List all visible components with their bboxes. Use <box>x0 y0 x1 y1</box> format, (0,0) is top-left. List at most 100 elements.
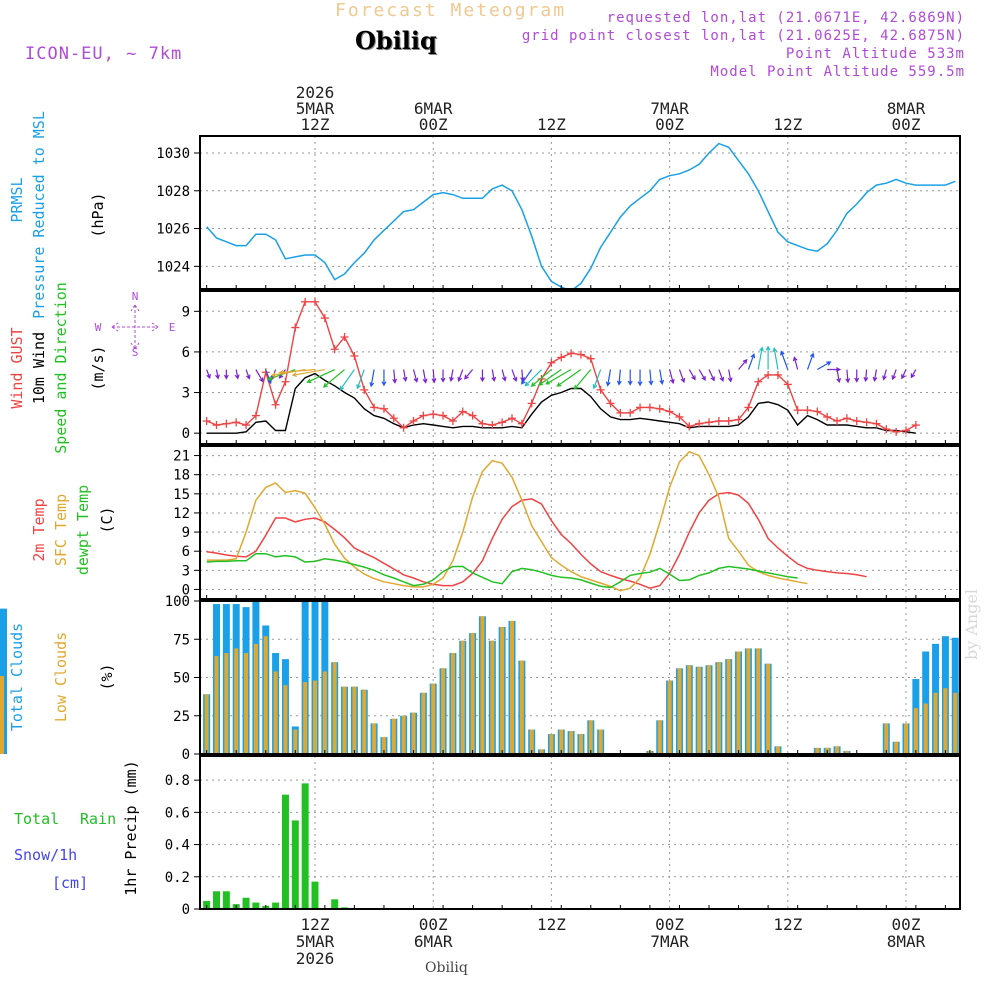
wind-arrow <box>648 369 654 386</box>
wind-arrow <box>234 369 240 380</box>
low-cloud-bar <box>263 636 268 754</box>
gust-marker <box>872 419 881 428</box>
wind-arrow <box>910 369 917 379</box>
precip-unit: 1hr Precip (mm) <box>122 760 140 895</box>
low-cloud-bar <box>519 660 524 754</box>
gust-marker <box>655 404 664 413</box>
wind-arrow <box>322 369 345 388</box>
gust-marker <box>517 419 526 428</box>
temp-unit: (C) <box>98 506 116 533</box>
low-cloud-bar <box>372 723 377 754</box>
low-cloud-bar <box>510 620 514 754</box>
cloud-unit: (%) <box>98 663 116 690</box>
gust-marker <box>665 407 674 416</box>
pressure-label-2: Pressure Reduced to MSL <box>30 111 48 319</box>
dewpt-line <box>206 552 798 589</box>
wind-arrow <box>669 369 675 385</box>
bottom-time-label: 00Z <box>655 915 684 934</box>
low-cloud-bar <box>736 651 741 754</box>
low-cloud-bar <box>391 718 396 754</box>
wind-arrow <box>882 369 887 381</box>
gust-marker <box>330 345 339 354</box>
low-cloud-bar <box>569 731 574 754</box>
y-tick-label: 6 <box>182 345 190 361</box>
gust-marker <box>320 314 329 323</box>
gust-marker <box>714 416 723 425</box>
low-cloud-bar <box>470 633 475 754</box>
low-cloud-bar <box>480 616 485 754</box>
wind-arrow <box>339 369 355 391</box>
low-cloud-bar <box>667 680 672 754</box>
gust-marker <box>419 411 428 420</box>
low-cloud-bar <box>529 729 534 754</box>
gust-marker <box>399 423 408 432</box>
gust-marker <box>281 377 290 386</box>
y-tick-label: 12 <box>173 506 190 522</box>
gust-marker <box>636 403 645 412</box>
gust-marker <box>242 421 251 430</box>
pressure-unit: (hPa) <box>89 192 107 237</box>
y-tick-label: 3 <box>182 386 190 402</box>
gust-marker <box>764 370 773 379</box>
grid-coords: grid point closest lon,lat (21.0625E, 42… <box>521 28 965 44</box>
wind-arrow <box>538 369 562 386</box>
pressure-line <box>206 142 956 292</box>
wind-arrow <box>480 369 485 383</box>
gust-marker <box>379 404 388 413</box>
low-cloud-bar <box>844 750 849 754</box>
sfc-label: SFC Temp <box>52 494 70 566</box>
wind-arrow <box>891 369 897 381</box>
wind-label: 10m Wind <box>30 332 48 404</box>
low-cloud-bar <box>441 668 446 754</box>
rain-bar <box>203 900 211 909</box>
low-cloud-bar <box>273 671 278 754</box>
gust-marker <box>892 427 901 436</box>
wind-arrow <box>627 369 633 386</box>
wind-arrow <box>863 369 869 383</box>
low-cloud-bar <box>775 746 780 754</box>
wind-arrow <box>215 369 220 380</box>
bottom-time-label: 12Z <box>537 915 566 934</box>
y-tick-label: 0.8 <box>165 773 190 789</box>
top-time-label: 8MAR <box>887 99 926 118</box>
rain-bar <box>281 794 289 909</box>
gust-marker <box>606 399 615 408</box>
wind-arrow <box>592 369 602 390</box>
gust-marker <box>360 385 369 394</box>
gust-marker <box>478 419 487 428</box>
bottom-time-label: 12Z <box>301 915 330 934</box>
low-cloud-bar <box>815 747 820 754</box>
city-title: Obiliq <box>355 26 437 55</box>
compass-s: S <box>132 346 139 359</box>
low-cloud-bar <box>244 653 249 754</box>
legend-snow: Snow/1h <box>14 846 77 864</box>
top-title: Forecast Meteogram <box>335 0 567 21</box>
wind-unit: (m/s) <box>89 345 107 390</box>
low-cloud-bar <box>943 688 948 754</box>
legend-cm: [cm] <box>52 874 88 892</box>
wind-arrow <box>556 369 582 387</box>
wind-arrow <box>806 352 815 370</box>
gust-marker <box>508 414 516 423</box>
text-layer: 1024 1026 1028 1030 0 3 6 9 0 3 6 9 12 15 18 21 0 25 50 75 1… <box>8 83 926 968</box>
gust-marker <box>754 377 763 386</box>
footer-city: Obiliq <box>425 960 468 976</box>
wind-arrow <box>836 369 842 384</box>
total-cloud-bar <box>301 601 309 754</box>
wind-arrow <box>827 367 842 372</box>
panel-frame <box>199 135 961 290</box>
y-tick-label: 100 <box>165 594 190 610</box>
wind-arrow <box>872 369 878 382</box>
wind-arrow <box>422 369 428 384</box>
rain-bar <box>272 902 280 909</box>
low-cloud-bar <box>332 662 337 754</box>
top-time-label: 00Z <box>892 115 921 134</box>
gust-marker <box>458 407 467 416</box>
bottom-time-label: 2026 <box>296 949 335 968</box>
low-cloud-bar <box>352 686 357 754</box>
low-cloud-bar <box>687 665 692 754</box>
total-cloud-label: Total Clouds <box>8 623 26 731</box>
top-time-label: 12Z <box>537 115 566 134</box>
frames-layer <box>194 135 961 910</box>
wind-arrow <box>901 369 907 380</box>
